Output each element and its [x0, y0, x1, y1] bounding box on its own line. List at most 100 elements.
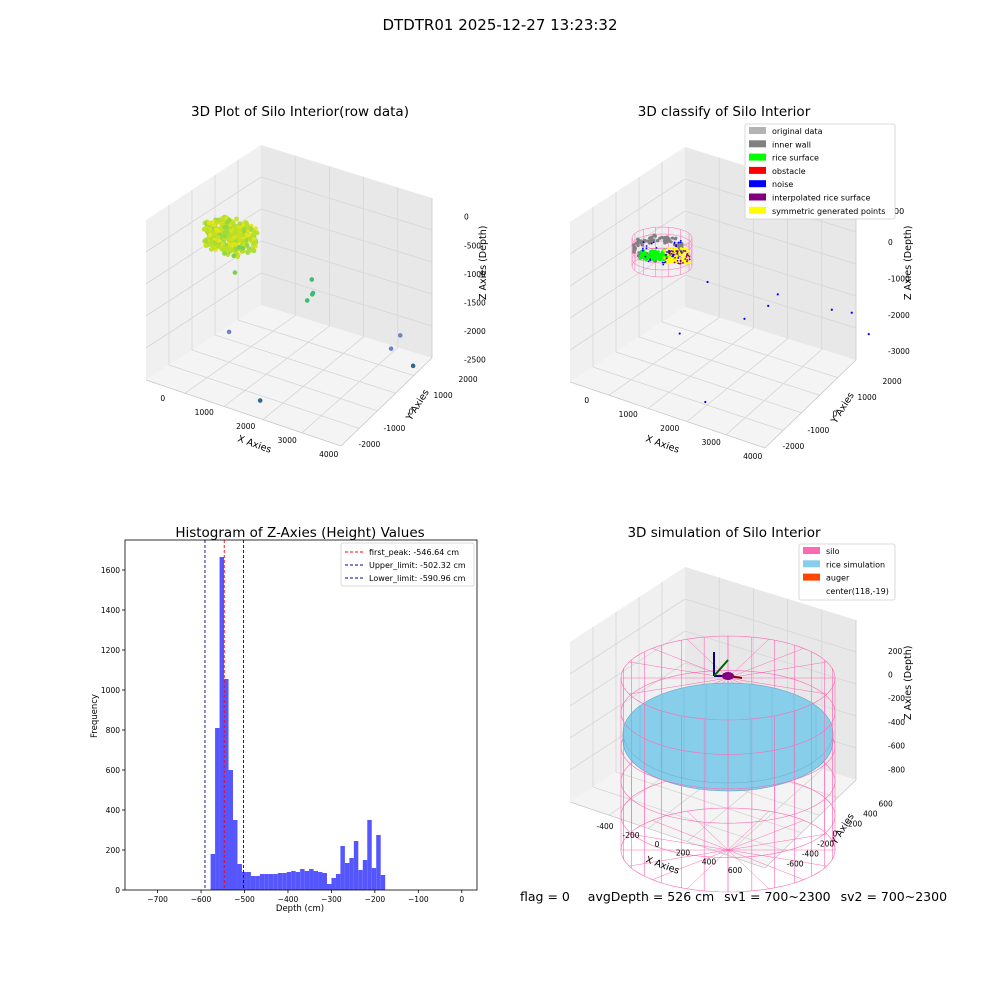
legend-label: auger	[826, 574, 850, 583]
symmetric-point	[665, 260, 669, 264]
histogram-bar	[224, 679, 229, 890]
x-tick-label: −400	[278, 895, 299, 904]
inner-wall-point	[639, 240, 644, 245]
panel2-title: 3D classify of Silo Interior	[638, 104, 811, 120]
x-tick-label: 0	[584, 396, 589, 405]
noise-point	[661, 261, 664, 264]
symmetric-point	[680, 253, 683, 257]
panel4-silo-wireframe-front	[620, 677, 836, 893]
status-sv1: sv1 = 700~2300	[724, 889, 831, 904]
histogram-bar	[331, 878, 336, 890]
x-tick-label: 2000	[236, 422, 255, 431]
x-tick-label: 400	[702, 857, 717, 866]
silo-spoke	[629, 677, 729, 695]
panel3-ticks: −700 −600 −500 −400 −300 −200 −100 0 0 200 400 600 8…	[101, 566, 464, 904]
noise-point	[645, 245, 648, 247]
legend-label: rice simulation	[826, 560, 885, 569]
cluster-point	[237, 221, 243, 227]
x-tick-label: 4000	[743, 452, 762, 461]
interpolated-point	[679, 250, 682, 253]
interpolated-point	[665, 257, 668, 260]
silo-spoke	[686, 849, 729, 889]
symmetric-point	[666, 253, 670, 257]
z-tick-label: -500	[464, 241, 481, 250]
silo-spoke	[686, 811, 729, 851]
data-point	[226, 329, 232, 335]
histogram-bar	[353, 841, 359, 890]
noise-point	[666, 251, 668, 253]
histogram-bar	[349, 858, 354, 890]
y-tick-label: 800	[106, 726, 121, 735]
cluster-point	[203, 238, 208, 243]
panel1-points	[201, 214, 416, 403]
cluster-point	[204, 228, 210, 233]
legend-box	[798, 543, 896, 601]
histogram-bar	[326, 884, 332, 890]
grid-line	[569, 598, 686, 675]
symmetric-point	[667, 257, 671, 261]
symmetric-point	[672, 259, 676, 262]
cluster-point	[251, 229, 257, 235]
cluster-point	[214, 227, 220, 233]
interpolated-point	[686, 252, 689, 255]
panel4-x-axis-label: X Axies	[644, 854, 681, 876]
silo-spoke	[629, 661, 729, 679]
silo-spoke	[727, 639, 770, 679]
x-tick-label: 0	[655, 840, 660, 849]
interpolated-point	[676, 259, 679, 262]
cluster-point	[245, 225, 250, 230]
x-tick-label: −300	[321, 895, 342, 904]
rice-surface-point	[639, 256, 643, 260]
noise-point	[645, 247, 648, 250]
noise-point	[662, 263, 665, 266]
legend-label: Upper_limit: -502.32 cm	[369, 561, 466, 570]
data-point	[397, 333, 403, 338]
inner-wall-point	[636, 254, 640, 258]
legend-label: center(118,-19)	[826, 587, 889, 596]
noise-point	[678, 332, 681, 335]
z-tick-label: 0	[888, 238, 893, 247]
interpolated-point	[679, 262, 682, 265]
y-tick-label: 0	[833, 410, 838, 419]
interpolated-point	[670, 250, 673, 252]
x-tick-label: 1000	[619, 410, 638, 419]
interpolated-point	[686, 260, 688, 263]
histogram-bar	[273, 874, 278, 890]
z-tick-label: -600	[888, 742, 905, 751]
legend-swatch	[749, 193, 766, 201]
grid-line	[260, 240, 433, 295]
status-avg-depth: avgDepth = 526 cm	[587, 889, 715, 904]
histogram-bar	[380, 875, 386, 890]
panel2-points	[632, 233, 870, 404]
rice-surface-point	[658, 258, 662, 262]
interpolated-point	[688, 255, 691, 258]
data-point	[257, 398, 263, 403]
cluster-point	[237, 232, 243, 238]
cluster-point	[225, 236, 231, 241]
noise-point	[776, 293, 779, 296]
grid-line	[223, 325, 330, 407]
y-tick-label: -2000	[783, 442, 805, 451]
histogram-bar	[286, 872, 292, 890]
grid-line	[145, 272, 262, 349]
inner-wall-point	[632, 245, 636, 249]
axis-edge	[569, 381, 766, 449]
noise-point	[704, 400, 707, 404]
inner-wall-point	[662, 236, 666, 240]
grid-line	[569, 274, 686, 351]
panel2-x-axis-label: X Axies	[644, 433, 681, 455]
y-tick-label: 200	[106, 846, 121, 855]
rice-surface-point	[645, 253, 649, 257]
grid-line	[145, 208, 262, 285]
legend-swatch	[749, 206, 766, 214]
z-tick-label: 0	[464, 213, 469, 222]
cluster-point	[221, 244, 227, 249]
histogram-bar	[250, 876, 256, 890]
interpolated-point	[671, 250, 674, 253]
histogram-bar	[268, 874, 274, 890]
inner-wall-point	[632, 250, 636, 254]
data-point	[309, 277, 315, 282]
cluster-point	[244, 242, 250, 248]
cluster-point	[252, 239, 258, 245]
data-point	[388, 346, 394, 351]
